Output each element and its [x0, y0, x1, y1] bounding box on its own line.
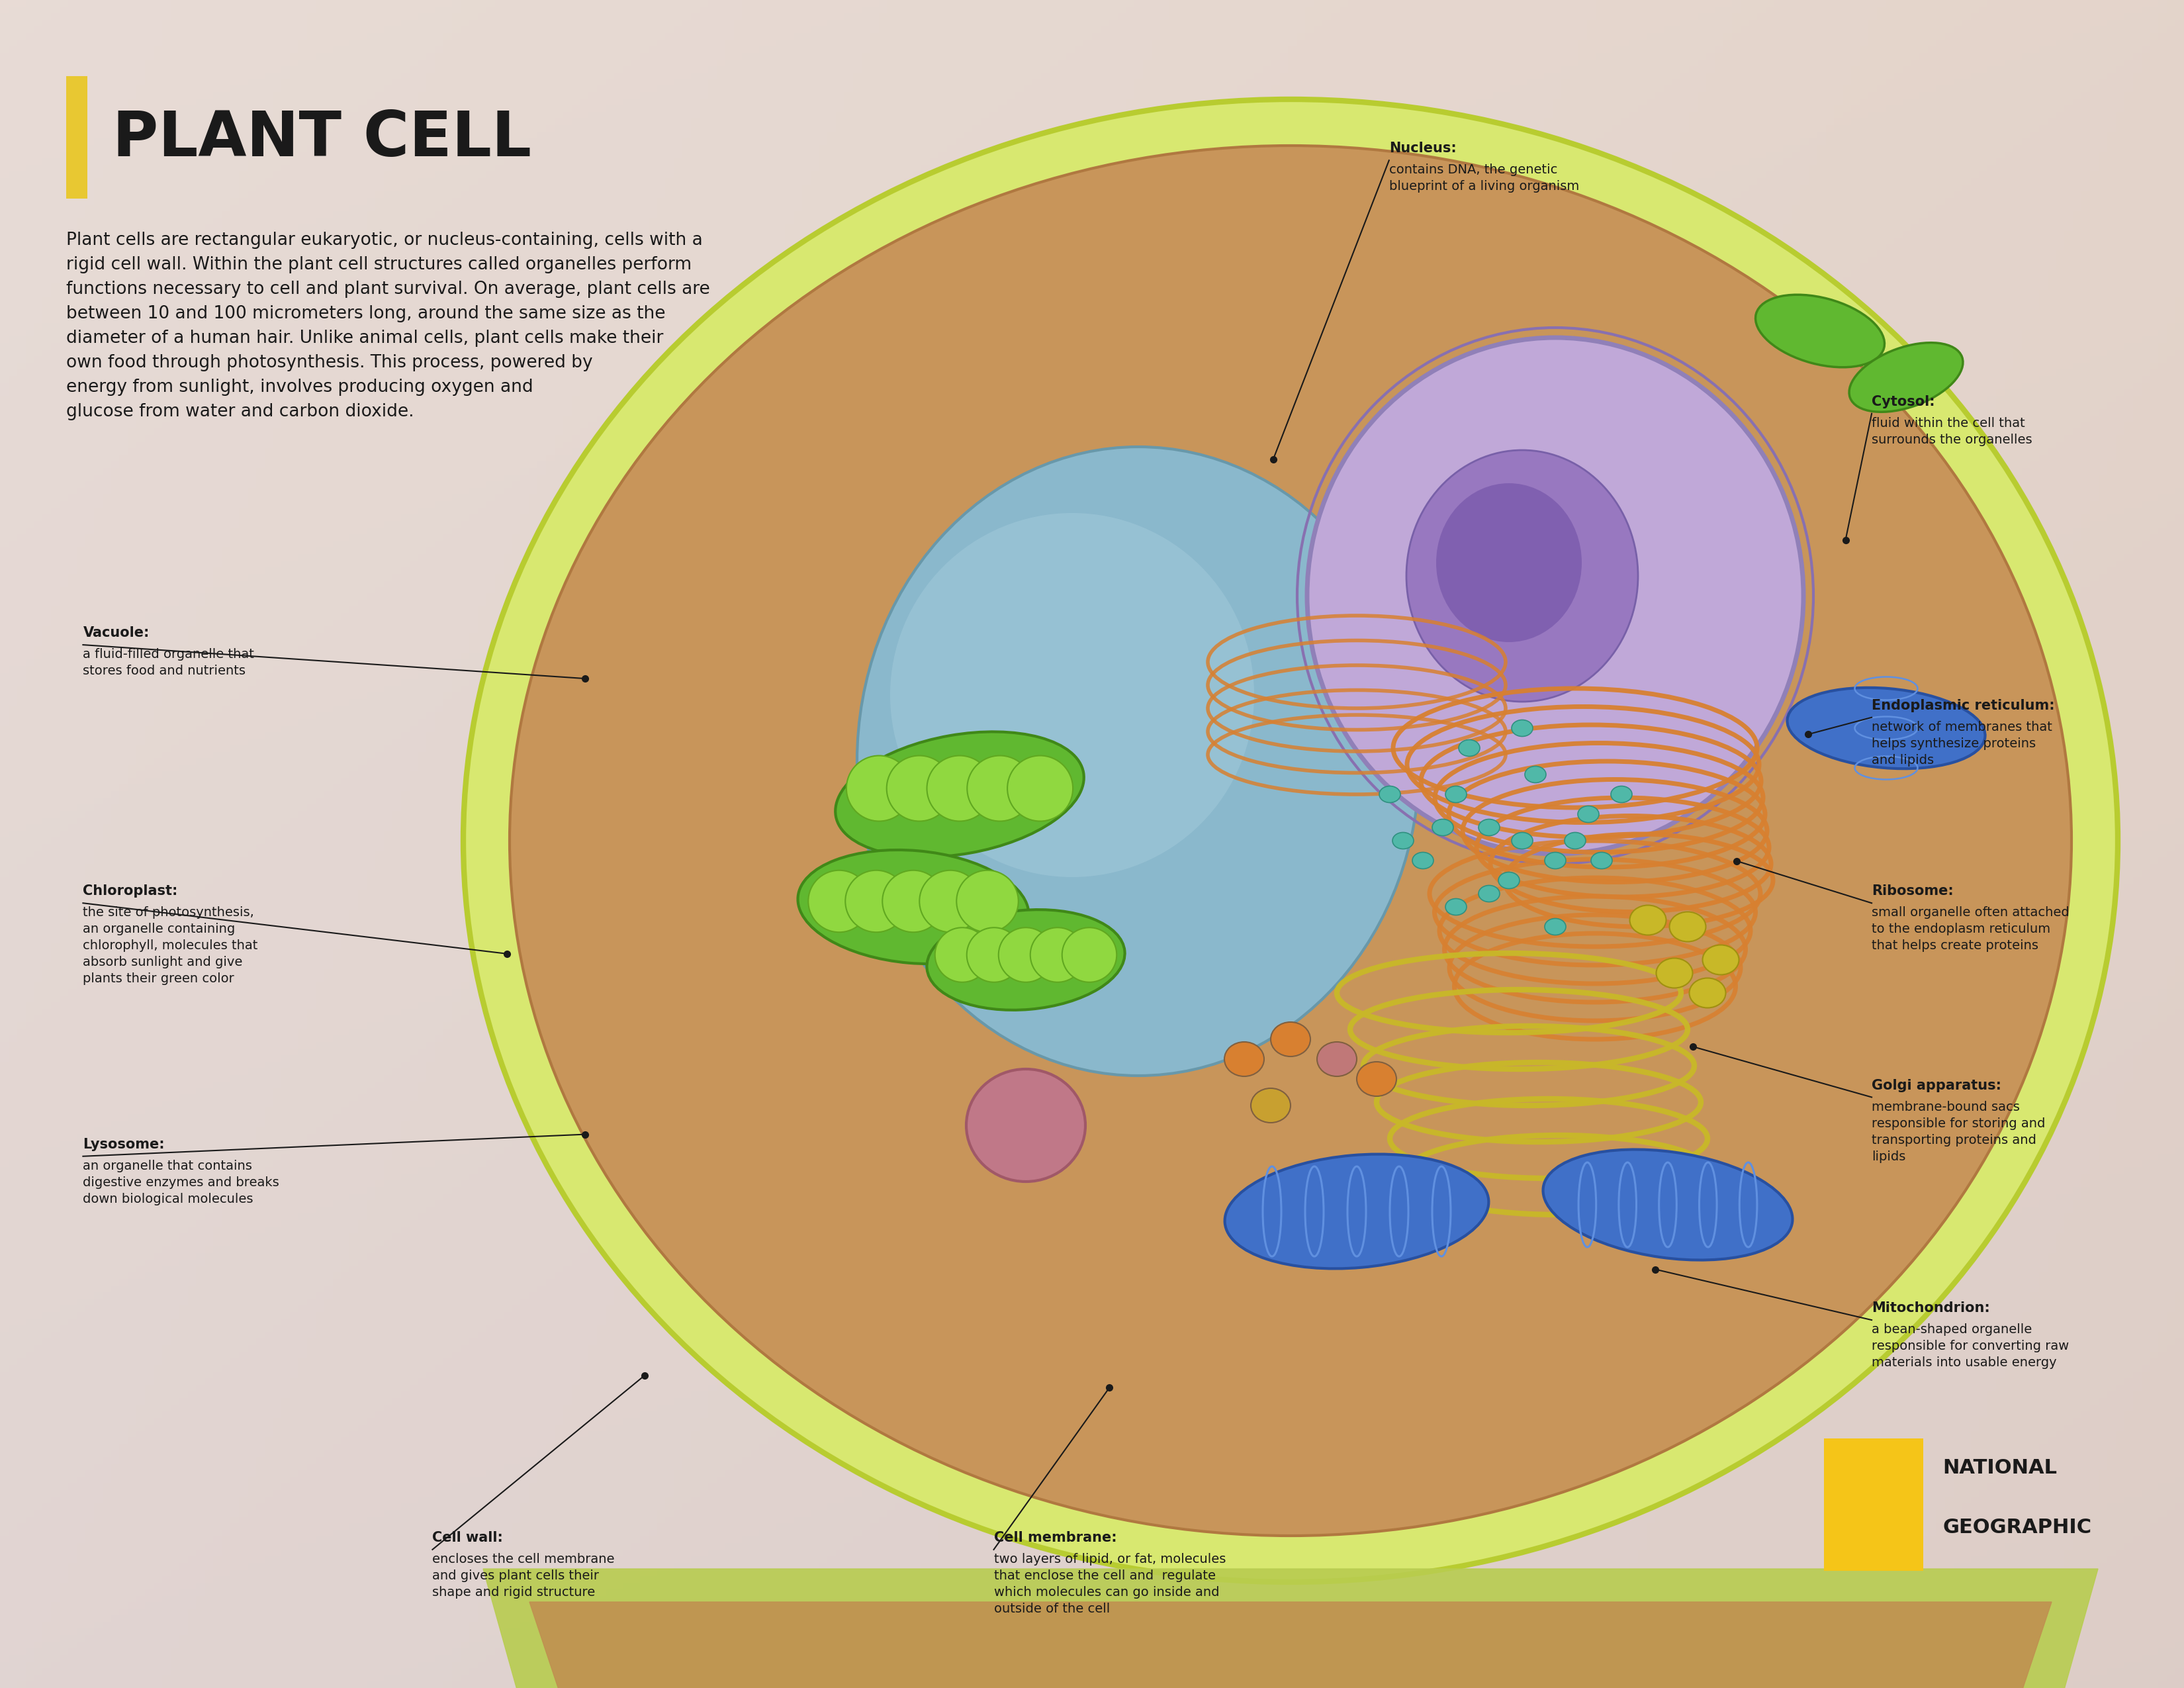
Text: small organelle often attached
to the endoplasm reticulum
that helps create prot: small organelle often attached to the en… [1872, 906, 2070, 952]
Ellipse shape [1306, 338, 1804, 854]
Ellipse shape [1498, 873, 1520, 888]
Ellipse shape [1479, 819, 1500, 836]
Ellipse shape [887, 756, 952, 820]
Ellipse shape [1251, 1089, 1291, 1123]
Ellipse shape [509, 145, 2070, 1536]
Polygon shape [529, 1602, 2051, 1688]
Ellipse shape [1007, 756, 1072, 820]
Ellipse shape [1413, 852, 1433, 869]
Ellipse shape [882, 871, 943, 932]
Text: Cell membrane:: Cell membrane: [994, 1531, 1116, 1545]
Ellipse shape [965, 1069, 1085, 1182]
Ellipse shape [1393, 832, 1413, 849]
Text: Plant cells are rectangular eukaryotic, or nucleus-containing, cells with a
rigi: Plant cells are rectangular eukaryotic, … [66, 231, 710, 420]
Text: encloses the cell membrane
and gives plant cells their
shape and rigid structure: encloses the cell membrane and gives pla… [432, 1553, 614, 1599]
Ellipse shape [968, 928, 1022, 982]
Ellipse shape [1655, 959, 1693, 987]
Ellipse shape [891, 513, 1254, 878]
Ellipse shape [1612, 787, 1631, 802]
Text: Mitochondrion:: Mitochondrion: [1872, 1301, 1990, 1315]
Ellipse shape [797, 851, 1029, 964]
Ellipse shape [926, 756, 992, 820]
Text: GEOGRAPHIC: GEOGRAPHIC [1944, 1518, 2092, 1536]
Polygon shape [483, 1568, 2099, 1688]
Ellipse shape [1564, 832, 1586, 849]
Ellipse shape [1756, 295, 1885, 368]
Text: contains DNA, the genetic
blueprint of a living organism: contains DNA, the genetic blueprint of a… [1389, 164, 1579, 192]
Ellipse shape [1406, 451, 1638, 702]
Ellipse shape [1669, 912, 1706, 942]
Ellipse shape [834, 733, 1083, 858]
Text: network of membranes that
helps synthesize proteins
and lipids: network of membranes that helps synthesi… [1872, 721, 2053, 766]
Text: the site of photosynthesis,
an organelle containing
chlorophyll, molecules that
: the site of photosynthesis, an organelle… [83, 906, 258, 986]
Ellipse shape [1437, 483, 1581, 641]
Ellipse shape [1629, 905, 1666, 935]
Ellipse shape [1446, 787, 1468, 802]
Text: Ribosome:: Ribosome: [1872, 885, 1952, 898]
Ellipse shape [1446, 898, 1468, 915]
Ellipse shape [1061, 928, 1116, 982]
Text: Chloroplast:: Chloroplast: [83, 885, 177, 898]
Ellipse shape [856, 447, 1420, 1075]
Ellipse shape [1590, 852, 1612, 869]
Ellipse shape [1031, 928, 1085, 982]
Ellipse shape [1356, 1062, 1396, 1096]
Ellipse shape [1544, 1150, 1793, 1259]
Ellipse shape [935, 928, 989, 982]
Text: a fluid-filled organelle that
stores food and nutrients: a fluid-filled organelle that stores foo… [83, 648, 253, 677]
Ellipse shape [1544, 852, 1566, 869]
Text: Cell wall:: Cell wall: [432, 1531, 502, 1545]
Ellipse shape [919, 871, 981, 932]
Ellipse shape [1850, 343, 1963, 412]
Text: Vacuole:: Vacuole: [83, 626, 149, 640]
Ellipse shape [1433, 819, 1452, 836]
Text: an organelle that contains
digestive enzymes and breaks
down biological molecule: an organelle that contains digestive enz… [83, 1160, 280, 1205]
Ellipse shape [463, 100, 2118, 1582]
Ellipse shape [957, 871, 1018, 932]
Ellipse shape [1544, 918, 1566, 935]
Text: fluid within the cell that
surrounds the organelles: fluid within the cell that surrounds the… [1872, 417, 2033, 446]
Ellipse shape [1459, 739, 1481, 756]
Ellipse shape [808, 871, 869, 932]
Ellipse shape [926, 910, 1125, 1009]
Text: Cytosol:: Cytosol: [1872, 395, 1935, 408]
Ellipse shape [1577, 805, 1599, 822]
Ellipse shape [1511, 719, 1533, 736]
Bar [66, 76, 87, 199]
Ellipse shape [968, 756, 1033, 820]
Ellipse shape [1380, 787, 1400, 802]
Ellipse shape [1225, 1041, 1265, 1077]
Ellipse shape [1479, 886, 1500, 901]
Text: Golgi apparatus:: Golgi apparatus: [1872, 1079, 2001, 1092]
Text: Endoplasmic reticulum:: Endoplasmic reticulum: [1872, 699, 2055, 712]
Ellipse shape [1524, 766, 1546, 783]
Ellipse shape [1704, 945, 1738, 974]
Ellipse shape [847, 756, 913, 820]
Text: NATIONAL: NATIONAL [1944, 1458, 2057, 1477]
Text: membrane-bound sacs
responsible for storing and
transporting proteins and
lipids: membrane-bound sacs responsible for stor… [1872, 1101, 2046, 1163]
Text: Nucleus:: Nucleus: [1389, 142, 1457, 155]
Text: two layers of lipid, or fat, molecules
that enclose the cell and  regulate
which: two layers of lipid, or fat, molecules t… [994, 1553, 1225, 1615]
Ellipse shape [1688, 977, 1725, 1008]
Ellipse shape [1271, 1021, 1310, 1057]
Ellipse shape [1317, 1041, 1356, 1077]
Text: PLANT CELL: PLANT CELL [114, 108, 531, 169]
Ellipse shape [1225, 1155, 1489, 1269]
Ellipse shape [998, 928, 1053, 982]
Ellipse shape [1787, 687, 1985, 768]
Bar [1824, 1438, 1922, 1570]
Text: a bean-shaped organelle
responsible for converting raw
materials into usable ene: a bean-shaped organelle responsible for … [1872, 1323, 2068, 1369]
Text: Lysosome:: Lysosome: [83, 1138, 164, 1151]
Ellipse shape [845, 871, 906, 932]
Ellipse shape [1511, 832, 1533, 849]
